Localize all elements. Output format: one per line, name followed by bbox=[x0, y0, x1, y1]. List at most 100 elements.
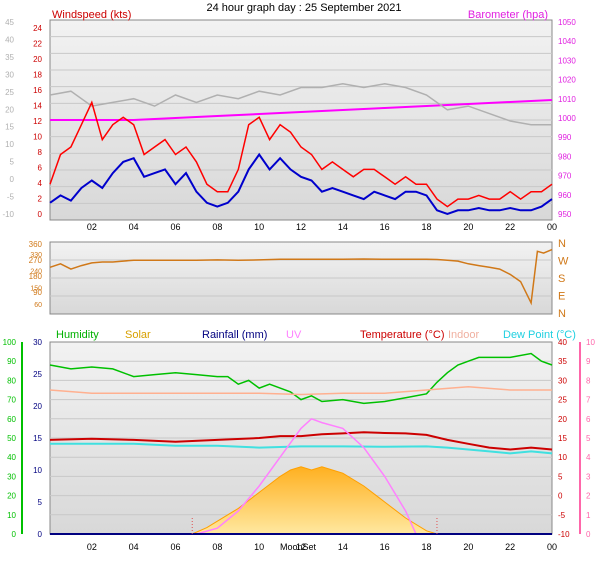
wind-time-tick-label: 18 bbox=[421, 222, 431, 232]
solar-rain-tick-label: 5 bbox=[38, 498, 43, 507]
wind-time-tick-label: 06 bbox=[170, 222, 180, 232]
compass-tick-label: N bbox=[558, 238, 566, 250]
temperature-right-axis: 40 35 30 25 20 15 10 5 0 -5 -10 bbox=[558, 338, 570, 539]
temperature-time-tick-label: 04 bbox=[129, 542, 139, 552]
wind-outer-tick-label: 5 bbox=[10, 158, 15, 167]
windspeed-tick-label: 20 bbox=[33, 55, 42, 64]
temperature-line bbox=[49, 431, 553, 451]
compass-tick-label: E bbox=[558, 291, 565, 303]
wind-time-tick-label: 08 bbox=[212, 222, 222, 232]
direction-tick-label: 90 bbox=[33, 288, 42, 297]
temperature-time-tick-label: 16 bbox=[380, 542, 390, 552]
windspeed-tick-label: 14 bbox=[33, 102, 42, 111]
temperature-tick-label: 10 bbox=[558, 453, 567, 462]
compass-tick-label: W bbox=[558, 256, 569, 268]
humidity-tick-label: 100 bbox=[3, 338, 17, 347]
wind-time-tick-label: 02 bbox=[87, 222, 97, 232]
wind-time-tick-label: 20 bbox=[463, 222, 473, 232]
wind-gust-line bbox=[49, 100, 553, 208]
direction-tick-label: 360 bbox=[29, 240, 43, 249]
temperature-time-tick-label: 18 bbox=[421, 542, 431, 552]
windspeed-tick-label: 12 bbox=[33, 117, 42, 126]
direction-tick-label: 180 bbox=[29, 272, 43, 281]
uv-tick-label: 7 bbox=[586, 396, 591, 405]
solar-rain-left-axis: 30 25 20 15 10 5 0 bbox=[33, 338, 42, 539]
barometer-tick-label: 970 bbox=[558, 172, 572, 181]
windspeed-tick-label: 8 bbox=[38, 148, 43, 157]
temperature-tick-label: 25 bbox=[558, 396, 567, 405]
windspeed-tick-label: 4 bbox=[38, 179, 43, 188]
uv-tick-label: 3 bbox=[586, 472, 591, 481]
wind-direction-line bbox=[49, 248, 553, 306]
indoor-line bbox=[49, 386, 552, 396]
uv-tick-label: 0 bbox=[586, 530, 591, 539]
temperature-time-tick-label: 10 bbox=[254, 542, 264, 552]
temperature-tick-label: 35 bbox=[558, 357, 567, 366]
barometer-right-axis: 1050 1040 1030 1020 1010 1000 990 980 970 960 950 bbox=[558, 18, 576, 219]
windspeed-tick-label: 2 bbox=[38, 195, 43, 204]
direction-tick-label: 270 bbox=[29, 256, 43, 265]
wind-time-tick-label: 12 bbox=[296, 222, 306, 232]
barometer-tick-label: 950 bbox=[558, 210, 572, 219]
windspeed-axis-label: Windspeed (kts) bbox=[52, 9, 131, 21]
temperature-tick-label: 30 bbox=[558, 376, 567, 385]
humidity-tick-label: 50 bbox=[7, 434, 16, 443]
wind-average-line bbox=[49, 152, 553, 216]
wind-barometer-panel: Windspeed (kts) Barometer (hpa) 45403530… bbox=[2, 9, 576, 232]
barometer-tick-label: 1050 bbox=[558, 18, 576, 27]
wind-time-tick-label: 22 bbox=[505, 222, 515, 232]
temperature-time-tick-label: 02 bbox=[87, 542, 97, 552]
uv-tick-label: 10 bbox=[586, 338, 595, 347]
rainfall-label: Rainfall (mm) bbox=[202, 329, 267, 341]
solar-rain-tick-label: 15 bbox=[33, 434, 42, 443]
humidity-label: Humidity bbox=[56, 329, 99, 341]
temperature-tick-label: 20 bbox=[558, 415, 567, 424]
humidity-tick-label: 20 bbox=[7, 492, 16, 501]
uv-line bbox=[196, 417, 417, 535]
temperature-time-tick-label: 12 bbox=[296, 542, 306, 552]
wind-grid bbox=[50, 36, 552, 204]
wind-series bbox=[49, 83, 553, 216]
wind-time-tick-label: 16 bbox=[380, 222, 390, 232]
direction-minor-tick-label: 60 bbox=[34, 302, 42, 309]
barometer-tick-label: 1030 bbox=[558, 56, 576, 65]
uv-tick-label: 4 bbox=[586, 453, 591, 462]
solar-rain-tick-label: 20 bbox=[33, 402, 42, 411]
solar-rain-tick-label: 10 bbox=[33, 466, 42, 475]
solar-rain-tick-label: 25 bbox=[33, 370, 42, 379]
humidity-tick-label: 90 bbox=[7, 357, 16, 366]
solar-rain-tick-label: 30 bbox=[33, 338, 42, 347]
windspeed-tick-label: 24 bbox=[33, 24, 42, 33]
humidity-tick-label: 60 bbox=[7, 415, 16, 424]
temperature-tick-label: 40 bbox=[558, 338, 567, 347]
direction-left-axis: 360 270 180 90 330 240 150 60 bbox=[29, 240, 43, 309]
wind-outer-tick-label: 20 bbox=[5, 105, 14, 114]
temperature-tick-label: -10 bbox=[558, 530, 570, 539]
wind-outer-tick-label: 35 bbox=[5, 53, 14, 62]
wind-time-tick-label: 10 bbox=[254, 222, 264, 232]
windspeed-tick-label: 22 bbox=[33, 40, 42, 49]
direction-series bbox=[49, 248, 553, 306]
wind-time-tick-label: 14 bbox=[338, 222, 348, 232]
humidity-tick-label: 40 bbox=[7, 453, 16, 462]
dew-point-label: Dew Point (°C) bbox=[503, 329, 576, 341]
temperature-time-tick-label: 08 bbox=[212, 542, 222, 552]
compass-tick-label: S bbox=[558, 273, 565, 285]
temperature-label: Temperature (°C) bbox=[360, 329, 444, 341]
temperature-tick-label: -5 bbox=[558, 511, 566, 520]
temperature-tick-label: 15 bbox=[558, 434, 567, 443]
barometer-tick-label: 980 bbox=[558, 152, 572, 161]
temperature-humidity-panel: Humidity Solar Rainfall (mm) UV Temperat… bbox=[3, 329, 596, 552]
wind-outer-tick-label: -10 bbox=[2, 210, 14, 219]
barometer-tick-label: 1010 bbox=[558, 95, 576, 104]
barometer-tick-label: 1020 bbox=[558, 76, 576, 85]
uv-tick-label: 1 bbox=[586, 511, 591, 520]
barometer-tick-label: 960 bbox=[558, 191, 572, 200]
temperature-time-tick-label: 22 bbox=[505, 542, 515, 552]
wind-time-tick-label: 04 bbox=[129, 222, 139, 232]
temperature-time-tick-label: 06 bbox=[170, 542, 180, 552]
